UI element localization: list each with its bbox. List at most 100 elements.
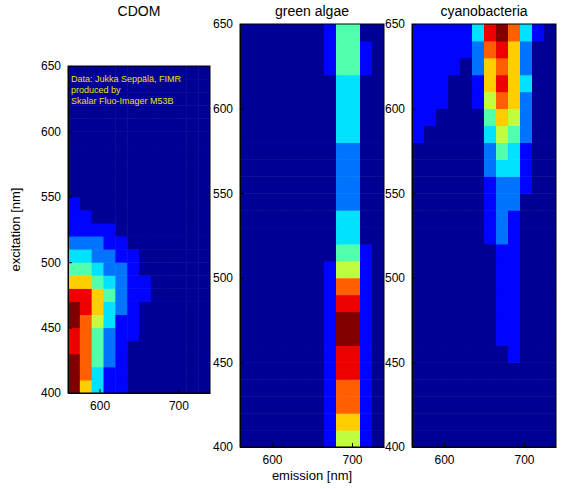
cell [424,109,437,126]
tick-label: 600 [434,453,454,467]
cell [520,261,533,278]
cell [198,158,210,172]
tick-mark [240,362,244,363]
cell [336,109,349,126]
tick-mark [352,443,353,447]
cell [324,75,337,92]
cell [151,341,163,355]
cell [436,278,449,295]
cell [360,312,373,329]
cell [520,193,533,210]
cell [240,75,253,92]
cell [484,413,497,430]
cell [288,312,301,329]
cell [264,244,277,261]
cell [532,362,545,379]
cell [412,24,425,41]
cell [472,193,485,210]
cell [198,354,210,368]
cell [472,75,485,92]
cell [336,295,349,312]
cell [496,227,509,244]
cell [348,278,361,295]
cell [198,341,210,355]
cell [198,328,210,342]
cell [532,210,545,227]
cell [198,315,210,329]
cell [372,261,384,278]
cell [198,275,210,289]
cell [80,197,92,211]
cell [360,41,373,58]
cell [104,236,116,250]
cell [448,210,461,227]
cell [240,278,253,295]
cell [336,176,349,193]
cell [484,75,497,92]
cell [544,193,556,210]
cell [163,301,175,315]
cell [412,210,425,227]
cell [424,345,437,362]
cell [276,24,289,41]
cell [104,118,116,132]
cell [115,275,127,289]
cell [336,142,349,159]
cell [544,210,556,227]
cell [336,278,349,295]
cell [288,430,301,447]
cell [264,227,277,244]
cell [264,109,277,126]
cell [80,249,92,263]
cell [175,315,187,329]
cell [240,24,253,41]
cell [127,158,139,172]
cell [508,227,521,244]
cell [324,329,337,346]
cell [348,75,361,92]
cell [264,193,277,210]
cell [139,288,151,302]
cell [412,261,425,278]
cell [68,223,80,237]
cell [175,367,187,381]
cell [360,176,373,193]
cell [139,275,151,289]
cell [92,328,104,342]
tick-mark [240,193,244,194]
cell [151,275,163,289]
heatmap-cells [240,24,384,447]
cell [460,261,473,278]
cell [460,92,473,109]
cell [348,142,361,159]
cell [544,379,556,396]
cell [412,142,425,159]
cell [520,278,533,295]
cell [240,58,253,75]
cell [520,41,533,58]
tick-label: 600 [213,102,233,116]
cell [163,197,175,211]
cell [544,345,556,362]
cell [472,142,485,159]
cell [436,362,449,379]
cell [300,92,313,109]
cell [544,278,556,295]
cell [115,131,127,145]
cell [115,249,127,263]
cell [92,144,104,158]
cell [163,236,175,250]
tick-mark [412,278,416,279]
cell [300,329,313,346]
cell [186,262,198,276]
cell [276,176,289,193]
cell [508,142,521,159]
cell [324,430,337,447]
cell [496,345,509,362]
cell [336,92,349,109]
cell [348,362,361,379]
cell [412,193,425,210]
cell [520,58,533,75]
cell [276,295,289,312]
axis-line [69,393,211,394]
